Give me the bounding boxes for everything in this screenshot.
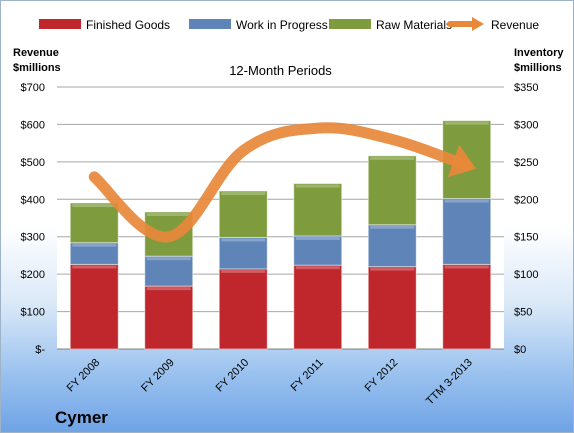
bar-raw-materials xyxy=(293,183,343,237)
y-right-tick-label: $50 xyxy=(514,307,532,319)
legend-label-raw-materials: Raw Materials xyxy=(376,18,452,32)
legend-swatch-raw-materials xyxy=(329,19,371,29)
y-right-tick-label: $200 xyxy=(514,194,538,206)
company-name: Cymer xyxy=(55,408,108,427)
y-left-tick-label: $- xyxy=(35,344,45,356)
plot-area xyxy=(57,87,504,349)
x-tick-label: FY 2011 xyxy=(289,357,326,394)
x-tick-label: FY 2010 xyxy=(214,357,252,395)
bar-highlight xyxy=(221,269,266,273)
x-tick-label: FY 2008 xyxy=(65,357,103,395)
bar-highlight xyxy=(295,266,340,270)
bar-highlight xyxy=(370,225,415,229)
bar-raw-materials xyxy=(367,155,417,226)
x-tick-label: FY 2009 xyxy=(139,357,177,395)
revenue-arrowhead xyxy=(447,144,477,177)
x-tick-label: TTM 3-2013 xyxy=(424,357,475,408)
legend-arrow-revenue xyxy=(472,17,484,31)
bar-highlight xyxy=(221,192,266,196)
bar-work-in-progress xyxy=(144,255,194,287)
bar-highlight xyxy=(72,204,117,208)
legend-swatch-finished-goods xyxy=(39,19,81,29)
bar-highlight xyxy=(72,243,117,247)
y-left-tick-label: $100 xyxy=(21,307,45,319)
y-right-tick-label: $300 xyxy=(514,119,538,131)
bar-finished-goods xyxy=(69,263,119,350)
bar-highlight xyxy=(444,121,489,125)
bar-work-in-progress xyxy=(367,224,417,268)
bar-finished-goods xyxy=(367,266,417,350)
bar-highlight xyxy=(146,213,191,217)
legend-label-finished-goods: Finished Goods xyxy=(86,18,170,32)
y-left-axis-label-line1: Revenue xyxy=(13,47,59,59)
y-right-tick-label: $250 xyxy=(514,157,538,169)
y-left-tick-label: $300 xyxy=(21,232,45,244)
bar-work-in-progress xyxy=(442,198,492,265)
bar-highlight xyxy=(370,267,415,271)
y-right-axis-label-line1: Inventory xyxy=(514,47,564,59)
bar-finished-goods xyxy=(144,285,194,350)
bar-finished-goods xyxy=(218,268,268,350)
y-left-tick-label: $700 xyxy=(21,82,45,94)
bar-finished-goods xyxy=(293,264,343,350)
bar-highlight xyxy=(295,184,340,188)
bar-highlight xyxy=(295,236,340,240)
legend-swatch-work-in-progress xyxy=(189,19,231,29)
y-right-tick-label: $350 xyxy=(514,82,538,94)
y-right-axis-label-line2: $millions xyxy=(514,62,562,74)
bar-finished-goods xyxy=(442,263,492,350)
y-left-tick-label: $200 xyxy=(21,269,45,281)
bar-raw-materials xyxy=(218,190,268,238)
bar-highlight xyxy=(221,238,266,242)
legend-label-work-in-progress: Work in Progress xyxy=(236,18,328,32)
y-right-tick-label: $150 xyxy=(514,232,538,244)
bar-work-in-progress xyxy=(218,236,268,270)
chart-title: 12-Month Periods xyxy=(229,63,332,78)
revenue-line xyxy=(88,122,473,243)
bar-highlight xyxy=(146,257,191,261)
y-right-tick-label: $0 xyxy=(514,344,526,356)
x-tick-label: FY 2012 xyxy=(363,357,401,395)
bar-highlight xyxy=(370,156,415,160)
bar-highlight xyxy=(146,287,191,291)
y-left-axis-label-line2: $millions xyxy=(13,62,61,74)
y-left-tick-label: $400 xyxy=(21,194,45,206)
y-right-tick-label: $100 xyxy=(514,269,538,281)
bar-raw-materials xyxy=(69,202,119,244)
y-left-tick-label: $500 xyxy=(21,157,45,169)
bar-highlight xyxy=(444,265,489,269)
legend-label-revenue: Revenue xyxy=(491,18,539,32)
bar-highlight xyxy=(72,265,117,269)
bar-work-in-progress xyxy=(293,235,343,266)
bar-highlight xyxy=(444,199,489,203)
y-left-tick-label: $600 xyxy=(21,119,45,131)
